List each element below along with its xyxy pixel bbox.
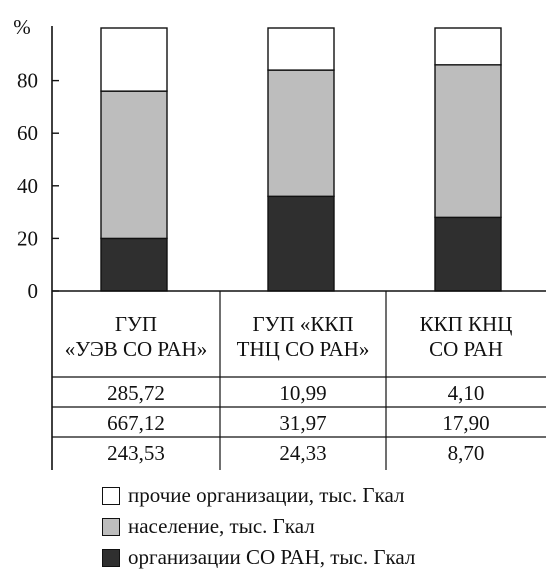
table-cell: 31,97	[279, 411, 326, 435]
table-cell: 243,53	[107, 441, 165, 465]
bar-segment	[434, 64, 502, 219]
bar-segment	[100, 27, 168, 92]
y-tick-label: 40	[17, 174, 38, 198]
legend-item-sb-ras: организации СО РАН, тыс. Гкал	[102, 542, 415, 573]
table-cell: 10,99	[279, 381, 326, 405]
bar-segment	[267, 69, 335, 198]
y-tick-label: 60	[17, 121, 38, 145]
category-label: ТНЦ СО РАН»	[237, 337, 370, 361]
bar-segment	[434, 27, 502, 66]
bar-segment	[267, 195, 335, 292]
bar-segment	[100, 237, 168, 292]
table-cell: 17,90	[442, 411, 489, 435]
y-tick-label: 20	[17, 226, 38, 250]
y-tick-label: 0	[28, 279, 39, 303]
axes	[51, 26, 546, 470]
category-label: «УЭВ СО РАН»	[65, 337, 207, 361]
bars	[100, 27, 502, 292]
category-label: ГУП	[115, 312, 157, 336]
table-cell: 4,10	[448, 381, 485, 405]
legend-item-other: прочие организации, тыс. Гкал	[102, 480, 415, 511]
table-cell: 285,72	[107, 381, 165, 405]
legend-label-population: население, тыс. Гкал	[128, 514, 315, 538]
y-axis-unit-label: %	[13, 15, 31, 39]
legend-swatch-sb-ras	[102, 548, 120, 567]
y-tick-label: 80	[17, 69, 38, 93]
category-label: ГУП «ККП	[252, 312, 353, 336]
legend-swatch-population	[102, 517, 120, 536]
legend-label-other: прочие организации, тыс. Гкал	[128, 483, 405, 507]
legend-swatch-other	[102, 486, 120, 505]
legend: прочие организации, тыс. Гкал население,…	[102, 480, 415, 573]
category-label: ККП КНЦ	[420, 312, 513, 336]
bar-segment	[434, 216, 502, 292]
y-axis-ticks: 0 20 40 60 80	[17, 69, 59, 303]
category-label: СО РАН	[429, 337, 503, 361]
table-cell: 667,12	[107, 411, 165, 435]
table-cell: 8,70	[448, 441, 485, 465]
legend-label-sb-ras: организации СО РАН, тыс. Гкал	[128, 545, 416, 569]
bar-segment	[100, 90, 168, 240]
bar-segment	[267, 27, 335, 71]
table-cell: 24,33	[279, 441, 326, 465]
legend-item-population: население, тыс. Гкал	[102, 511, 415, 542]
